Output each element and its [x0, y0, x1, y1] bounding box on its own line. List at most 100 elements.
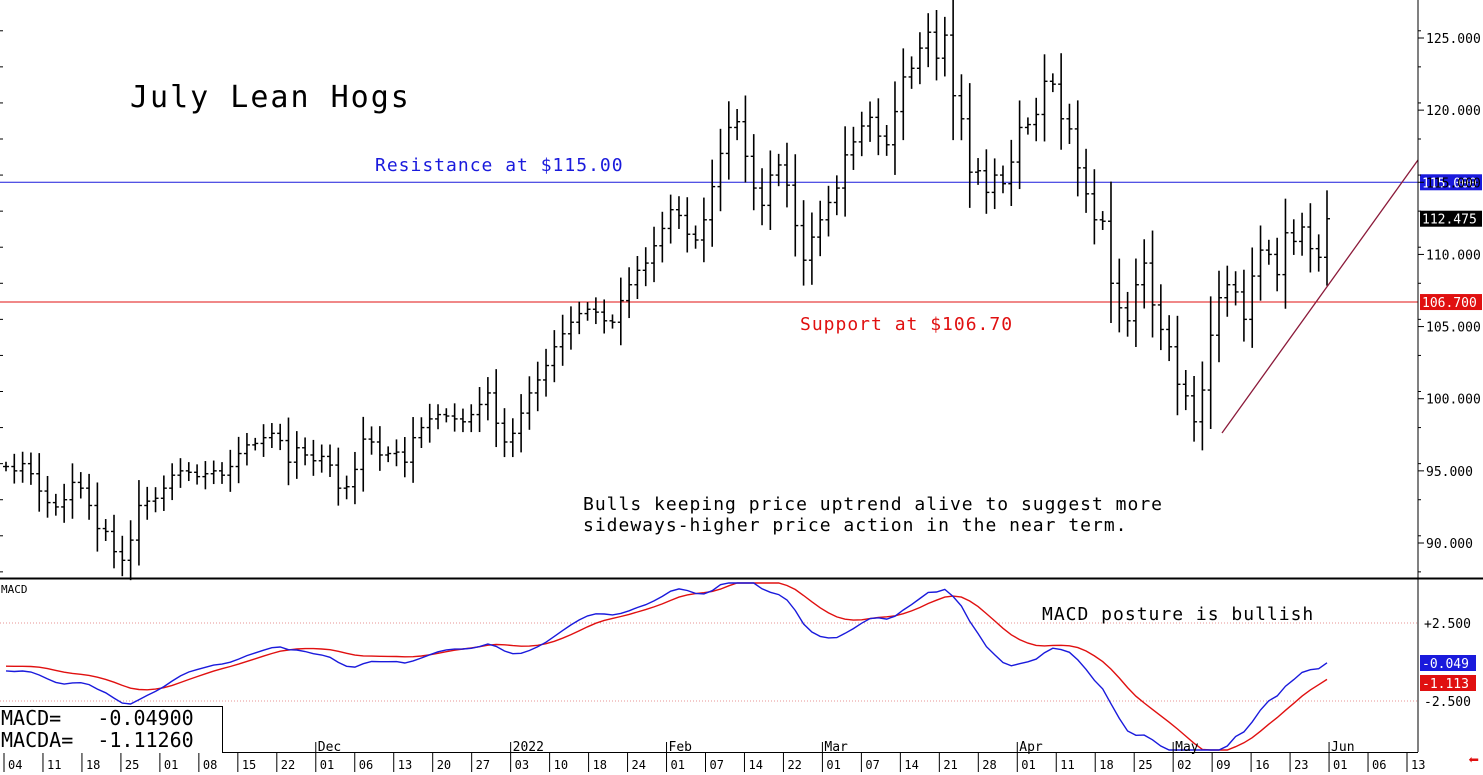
- price-bar: [210, 460, 217, 485]
- price-bar: [509, 418, 516, 458]
- support-tag-bg: [1420, 294, 1482, 311]
- date-tick-label: 24: [632, 758, 646, 772]
- price-bar: [999, 165, 1006, 194]
- price-bar: [767, 150, 774, 230]
- price-bar: [933, 10, 940, 81]
- horizontal-levels: 115.000 106.700 112.475: [0, 174, 1482, 311]
- price-bar: [44, 475, 51, 518]
- macd-value: MACD= -0.04900: [1, 706, 194, 730]
- price-bar: [734, 108, 741, 141]
- support-tag: 106.700: [1422, 296, 1477, 311]
- price-bar: [1157, 284, 1164, 351]
- macd-panel: MACD +2.500 -2.500 -0.049 -1.113: [0, 582, 1476, 751]
- scroll-left-arrow-icon[interactable]: ⬅: [1468, 750, 1479, 771]
- date-tick-label: 08: [203, 758, 217, 772]
- date-tick-label: 10: [554, 758, 568, 772]
- price-bar: [651, 226, 658, 283]
- price-bar: [891, 81, 898, 175]
- month-label: Feb: [669, 740, 693, 755]
- price-bar: [1074, 100, 1081, 197]
- resistance-tag: 115.000: [1422, 176, 1477, 191]
- month-label: 2022: [513, 740, 544, 755]
- resistance-tag-bg: [1420, 174, 1482, 191]
- date-tick-label: 14: [748, 758, 762, 772]
- macd-tick-label: -2.500: [1424, 695, 1471, 710]
- date-tick-label: 18: [593, 758, 607, 772]
- price-axis: 125.000 120.000 115.000 110.000 105.000 100.0…: [0, 0, 1483, 753]
- price-bar: [1282, 198, 1289, 309]
- price-bar: [1016, 100, 1023, 190]
- price-bar: [119, 535, 126, 577]
- price-bar: [675, 196, 682, 229]
- price-bar: [3, 461, 9, 472]
- price-bar: [567, 306, 574, 350]
- price-bar: [435, 404, 442, 430]
- price-bar: [1224, 265, 1231, 317]
- price-bar: [410, 417, 417, 483]
- price-bar: [601, 299, 608, 334]
- date-tick-label: 21: [943, 758, 957, 772]
- macd-tag-bg: [1420, 655, 1476, 671]
- price-bar: [950, 0, 957, 141]
- price-bar: [709, 159, 716, 247]
- price-bar: [900, 48, 907, 141]
- price-bar: [659, 211, 666, 263]
- date-tick-label: 13: [1411, 758, 1425, 772]
- date-axis: 04 11 18 25 01 08 15 22 01 06 13 20 27 03 10 18 24 01 07 14…: [3, 740, 1425, 772]
- price-bar: [1024, 117, 1031, 135]
- date-tick-label: 01: [320, 758, 334, 772]
- price-bar: [1182, 370, 1189, 411]
- price-bar: [634, 256, 641, 300]
- date-tick-label: 01: [671, 758, 685, 772]
- price-bar: [684, 197, 691, 253]
- price-bar: [850, 126, 857, 170]
- price-bar: [243, 432, 250, 466]
- price-bar: [759, 168, 766, 226]
- price-bar: [293, 431, 300, 479]
- price-bar: [833, 175, 840, 216]
- price-bar: [385, 446, 392, 463]
- price-bar: [1274, 237, 1281, 292]
- price-bar: [983, 149, 990, 214]
- price-bar: [576, 301, 583, 335]
- price-bar: [252, 437, 259, 451]
- price-bar: [559, 314, 566, 366]
- price-bar: [1049, 73, 1056, 93]
- price-bar: [61, 483, 68, 523]
- price-bar: [111, 514, 118, 569]
- price-bar: [1116, 258, 1123, 333]
- month-label: Jun: [1331, 740, 1354, 755]
- last-price-tag-bg: [1420, 210, 1482, 227]
- price-bar: [52, 493, 59, 516]
- price-bar: [194, 464, 201, 485]
- price-bar: [1299, 212, 1306, 256]
- price-bar: [277, 423, 284, 451]
- trendline-segment: [1221, 159, 1419, 434]
- price-bar: [285, 417, 292, 486]
- price-bar: [185, 462, 192, 482]
- macda-tag: -1.113: [1422, 677, 1469, 692]
- price-bar: [975, 158, 982, 185]
- price-bar: [1249, 247, 1256, 348]
- price-bar: [27, 452, 34, 485]
- macda-value: MACDA= -1.11260: [1, 728, 194, 752]
- price-tick-label: 120.000: [1426, 104, 1481, 119]
- price-bar: [459, 408, 466, 433]
- price-bar: [86, 473, 93, 520]
- price-bars: [3, 0, 1330, 581]
- price-bar: [1041, 54, 1048, 142]
- price-bar: [1166, 315, 1173, 362]
- price-bar: [792, 154, 799, 257]
- price-bar: [858, 111, 865, 157]
- price-bar: [302, 437, 309, 466]
- price-bar: [360, 416, 367, 492]
- last-price-tag: 112.475: [1422, 213, 1477, 228]
- date-tick-label: 13: [398, 758, 412, 772]
- month-label: Mar: [824, 740, 848, 755]
- price-bar: [543, 348, 550, 397]
- price-bar: [1083, 148, 1090, 213]
- price-bar: [1199, 361, 1206, 451]
- date-tick-label: 27: [476, 758, 490, 772]
- resistance-label: Resistance at $115.00: [375, 155, 624, 176]
